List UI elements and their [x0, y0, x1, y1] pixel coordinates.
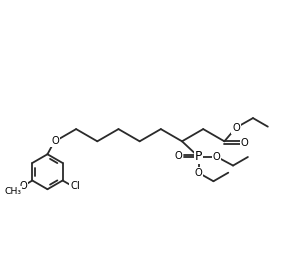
- Text: P: P: [195, 150, 202, 163]
- Text: O: O: [51, 136, 59, 146]
- Text: O: O: [175, 151, 182, 161]
- Text: CH₃: CH₃: [4, 187, 21, 196]
- Text: O: O: [213, 152, 220, 162]
- Text: O: O: [195, 168, 202, 178]
- Text: Cl: Cl: [70, 181, 80, 191]
- Text: O: O: [241, 138, 248, 148]
- Text: O: O: [19, 181, 27, 191]
- Text: O: O: [232, 123, 240, 133]
